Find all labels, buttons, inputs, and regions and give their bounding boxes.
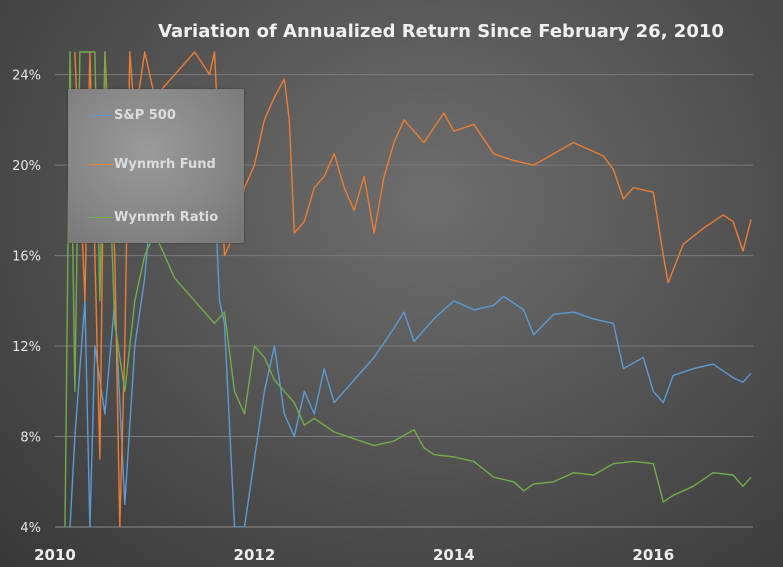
legend-swatch-wynmrh-ratio [88, 216, 114, 218]
legend-label-wynmrh-fund: Wynmrh Fund [114, 156, 216, 172]
legend-label-sp500: S&P 500 [114, 107, 176, 123]
y-tick-label: 20% [12, 159, 41, 174]
y-tick-label: 12% [12, 340, 41, 355]
y-tick-label: 4% [20, 521, 41, 536]
y-tick-label: 8% [20, 431, 41, 446]
legend-swatch-sp500 [88, 114, 114, 116]
legend: S&P 500 Wynmrh Fund Wynmrh Ratio [68, 89, 244, 243]
chart-title: Variation of Annualized Return Since Feb… [158, 21, 724, 42]
x-tick-label: 2014 [433, 546, 475, 564]
series-line-wynmrh-ratio [64, 51, 752, 527]
legend-label-wynmrh-ratio: Wynmrh Ratio [114, 209, 219, 225]
y-tick-labels: 4% 8% 12% 16% 20% 24% [12, 69, 41, 536]
legend-item-sp500: S&P 500 [88, 105, 176, 125]
x-tick-label: 2012 [234, 546, 276, 564]
legend-swatch-wynmrh-fund [88, 163, 114, 165]
legend-item-wynmrh-fund: Wynmrh Fund [88, 154, 216, 174]
legend-item-wynmrh-ratio: Wynmrh Ratio [88, 207, 218, 227]
series-line-wynmrh-fund [74, 51, 752, 527]
x-tick-labels: 2010 2012 2014 2016 [34, 546, 674, 564]
y-tick-label: 16% [12, 250, 41, 265]
y-tick-label: 24% [12, 69, 41, 84]
x-tick-label: 2016 [632, 546, 674, 564]
x-tick-label: 2010 [34, 546, 76, 564]
